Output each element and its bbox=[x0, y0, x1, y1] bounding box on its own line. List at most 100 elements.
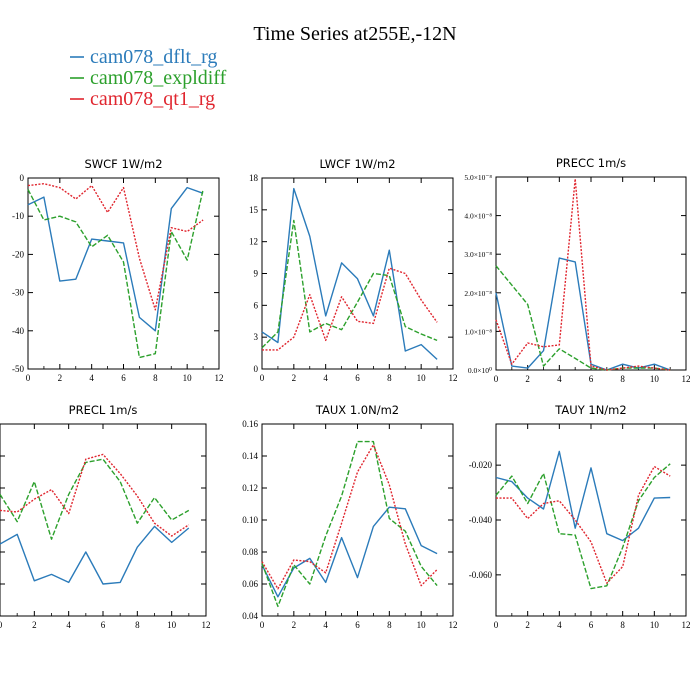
series-line-2 bbox=[261, 219, 438, 349]
y-tick-label: 0.12 bbox=[242, 483, 258, 493]
panel-title: PRECC 1m/s bbox=[556, 156, 626, 170]
x-tick-label: 6 bbox=[589, 620, 594, 630]
panel-title: PRECL 1m/s bbox=[69, 403, 138, 417]
x-tick-label: 2 bbox=[292, 373, 297, 383]
x-tick-label: 0 bbox=[0, 620, 3, 630]
x-tick-label: 4 bbox=[323, 373, 328, 383]
y-tick-label: 9 bbox=[254, 269, 259, 279]
series-line-1 bbox=[0, 525, 190, 585]
x-tick-label: 8 bbox=[387, 620, 392, 630]
y-tick-label: 6 bbox=[254, 300, 259, 310]
y-tick-label: -40 bbox=[12, 326, 24, 336]
panel-4: TAUX 1.0N/m2 0 2 4 6 8 10 12 0.04 0.06 0.08 0.10 0.1… bbox=[242, 403, 457, 630]
x-tick-label: 2 bbox=[525, 374, 530, 384]
x-tick-label: 2 bbox=[32, 620, 37, 630]
x-tick-label: 2 bbox=[525, 620, 530, 630]
x-tick-label: 8 bbox=[135, 620, 140, 630]
y-tick-label: 0.14 bbox=[242, 451, 258, 461]
x-tick-label: 0 bbox=[494, 374, 499, 384]
panel-0: SWCF 1W/m2 0 2 4 6 8 10 12 -50 -40 -30 -20 -10 0 bbox=[12, 157, 224, 383]
series-line-2 bbox=[495, 463, 671, 590]
y-tick-label: -50 bbox=[12, 364, 24, 374]
series-line-3 bbox=[0, 453, 190, 537]
x-tick-label: 4 bbox=[557, 620, 562, 630]
x-tick-label: 10 bbox=[417, 373, 427, 383]
x-tick-label: 10 bbox=[650, 620, 660, 630]
y-tick-label: 0.0×10⁰ bbox=[468, 366, 492, 375]
panel-5: TAUY 1N/m2 0 2 4 6 8 10 12 -0.060 -0.040 -0.020 bbox=[469, 403, 691, 630]
x-tick-label: 6 bbox=[355, 373, 360, 383]
series-line-2 bbox=[261, 440, 438, 608]
x-tick-label: 8 bbox=[153, 373, 158, 383]
y-tick-label: -0.020 bbox=[469, 460, 493, 470]
y-tick-label: 15 bbox=[249, 205, 259, 215]
plot-frame bbox=[0, 423, 207, 617]
x-tick-label: 12 bbox=[682, 620, 691, 630]
series-line-2 bbox=[0, 458, 190, 540]
legend: cam078_dflt_rg cam078_expldiff cam078_qt… bbox=[70, 46, 227, 110]
series-line-2 bbox=[27, 189, 204, 359]
series-line-3 bbox=[27, 182, 204, 311]
legend-label-dflt: cam078_dflt_rg bbox=[90, 46, 217, 68]
series-line-3 bbox=[261, 444, 438, 590]
x-tick-label: 4 bbox=[323, 620, 328, 630]
y-tick-label: -0.060 bbox=[469, 570, 493, 580]
series-line-1 bbox=[27, 186, 204, 332]
panel-title: TAUY 1N/m2 bbox=[554, 403, 626, 417]
y-tick-label: 0.06 bbox=[242, 579, 258, 589]
y-tick-label: -20 bbox=[12, 249, 24, 259]
y-tick-label: 0.04 bbox=[242, 611, 258, 621]
y-tick-label: 0.16 bbox=[242, 419, 258, 429]
series-line-1 bbox=[495, 450, 671, 542]
y-tick-label: 12 bbox=[249, 237, 258, 247]
x-tick-label: 0 bbox=[260, 620, 265, 630]
x-tick-label: 10 bbox=[183, 373, 193, 383]
series-line-1 bbox=[261, 506, 438, 598]
series-line-3 bbox=[496, 465, 671, 584]
x-tick-label: 4 bbox=[66, 620, 71, 630]
x-tick-label: 12 bbox=[449, 373, 458, 383]
figure-title: Time Series at255E,-12N bbox=[253, 23, 456, 45]
x-tick-label: 12 bbox=[449, 620, 458, 630]
x-tick-label: 4 bbox=[89, 373, 94, 383]
y-tick-label: 3 bbox=[254, 332, 259, 342]
x-tick-label: 4 bbox=[557, 374, 562, 384]
y-tick-label: -0.040 bbox=[469, 515, 493, 525]
x-tick-label: 6 bbox=[101, 620, 106, 630]
x-tick-label: 12 bbox=[215, 373, 224, 383]
y-tick-label: -10 bbox=[12, 211, 24, 221]
y-tick-label: 4.0×10⁻⁸ bbox=[464, 212, 492, 221]
y-tick-label: 5.0×10⁻⁸ bbox=[464, 173, 492, 182]
series-line-1 bbox=[261, 187, 438, 360]
series-line-3 bbox=[495, 178, 671, 371]
x-tick-label: 12 bbox=[202, 620, 211, 630]
x-tick-label: 12 bbox=[682, 374, 691, 384]
y-tick-label: 0 bbox=[254, 364, 259, 374]
panels: SWCF 1W/m20 2 4 6 8 10 12-50-40-30-20-100LWCF … bbox=[0, 156, 691, 630]
x-tick-label: 2 bbox=[292, 620, 297, 630]
panel-1: LWCF 1W/m2 0 2 4 6 8 10 12 0 3 6 9 12 15 18 bbox=[249, 157, 458, 383]
panel-3: PRECL 1m/s0246810120×10⁻⁸2×10⁻⁹4×10⁻⁹6×1… bbox=[0, 403, 211, 630]
legend-label-expldiff: cam078_expldiff bbox=[90, 67, 227, 89]
plot-frame bbox=[495, 423, 687, 617]
x-tick-label: 6 bbox=[355, 620, 360, 630]
plot-frame bbox=[27, 177, 220, 370]
x-tick-label: 8 bbox=[620, 374, 625, 384]
panel-title: SWCF 1W/m2 bbox=[84, 157, 162, 171]
x-tick-label: 2 bbox=[58, 373, 63, 383]
y-tick-label: 1.0×10⁻⁸ bbox=[464, 327, 492, 336]
x-tick-label: 10 bbox=[417, 620, 427, 630]
y-tick-label: 3.0×10⁻⁸ bbox=[464, 250, 492, 259]
x-tick-label: 0 bbox=[494, 620, 499, 630]
panel-title: TAUX 1.0N/m2 bbox=[315, 403, 399, 417]
legend-label-qt1: cam078_qt1_rg bbox=[90, 88, 215, 110]
y-tick-label: -30 bbox=[12, 288, 24, 298]
y-tick-label: 2.0×10⁻⁸ bbox=[464, 289, 492, 298]
y-tick-label: 18 bbox=[249, 173, 259, 183]
x-tick-label: 8 bbox=[620, 620, 625, 630]
series-line-3 bbox=[262, 267, 438, 351]
series-line-2 bbox=[495, 265, 671, 371]
y-tick-label: 0.10 bbox=[242, 515, 258, 525]
plot-frame bbox=[495, 176, 687, 371]
